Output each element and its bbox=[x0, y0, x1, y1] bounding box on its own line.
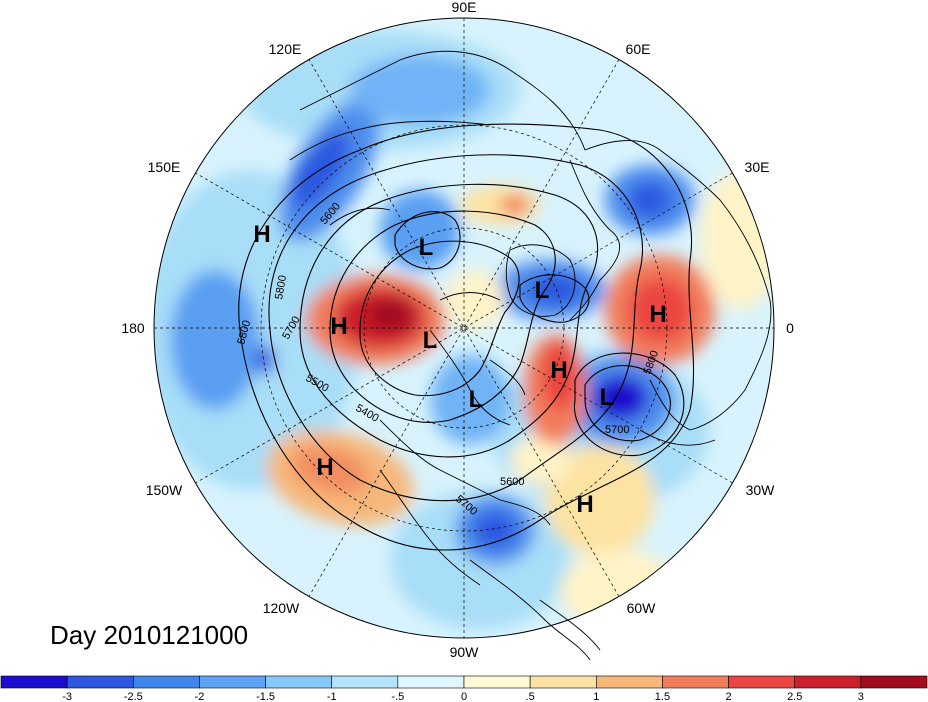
high-pressure-center: H bbox=[550, 357, 567, 384]
colorbar-tick-label: .5 bbox=[526, 691, 535, 702]
colorbar-swatch bbox=[397, 675, 465, 689]
colorbar-swatch bbox=[794, 675, 862, 689]
colorbar-tick-label: 2 bbox=[726, 691, 732, 702]
lon-label-90w: 90W bbox=[450, 644, 480, 660]
lon-label-120e: 120E bbox=[269, 41, 302, 57]
coastlines bbox=[289, 50, 772, 661]
date-label: Day 2010121000 bbox=[50, 620, 249, 650]
low-pressure-center: L bbox=[469, 386, 484, 413]
lon-label-150e: 150E bbox=[148, 159, 181, 175]
lon-label-30w: 30W bbox=[746, 482, 776, 498]
lon-label-30e: 30E bbox=[745, 159, 770, 175]
colorbar-tick-label: 1 bbox=[593, 691, 599, 702]
low-pressure-center: L bbox=[535, 277, 550, 304]
pressure-centers: H L L H L H L H L L H H bbox=[253, 221, 666, 518]
colorbar-tick-label: -.5 bbox=[391, 691, 404, 702]
colorbar-tick-label: -2 bbox=[195, 691, 205, 702]
contour-label: 5700 bbox=[605, 424, 629, 436]
lon-label-60e: 60E bbox=[626, 41, 651, 57]
high-pressure-center: H bbox=[316, 454, 333, 481]
lon-label-60w: 60W bbox=[627, 600, 657, 616]
colorbar-tick-label: -2.5 bbox=[124, 691, 143, 702]
colorbar-swatch bbox=[529, 675, 597, 689]
contour-label: 5800 bbox=[273, 274, 289, 300]
colorbar-tick-label: -1.5 bbox=[256, 691, 275, 702]
low-pressure-center: L bbox=[423, 327, 438, 354]
low-pressure-center: L bbox=[600, 384, 615, 411]
lon-label-150w: 150W bbox=[146, 482, 183, 498]
contour-label: 5600 bbox=[500, 476, 524, 488]
graticule bbox=[154, 18, 774, 638]
colorbar-tick-label: 1.5 bbox=[655, 691, 670, 702]
colorbar-swatch bbox=[860, 675, 928, 689]
high-pressure-center: H bbox=[253, 221, 270, 248]
lon-label-120w: 120W bbox=[263, 600, 300, 616]
high-pressure-center: H bbox=[649, 301, 666, 328]
colorbar-swatch bbox=[463, 675, 531, 689]
high-pressure-center: H bbox=[330, 313, 347, 340]
colorbar-swatch bbox=[199, 675, 266, 689]
colorbar-swatch bbox=[132, 675, 200, 689]
colorbar-tick-label: 3 bbox=[858, 691, 864, 702]
lon-label-90e: 90E bbox=[452, 0, 477, 15]
high-pressure-center: H bbox=[576, 491, 593, 518]
colorbar: -3 -2.5 -2 -1.5 -1 -.5 0 .5 1 1.5 2 2.5 3 bbox=[0, 675, 928, 702]
colorbar-swatch bbox=[265, 675, 333, 689]
colorbar-swatch bbox=[331, 675, 399, 689]
colorbar-tick-label: -3 bbox=[62, 691, 72, 702]
height-contours bbox=[238, 123, 695, 551]
low-pressure-center: L bbox=[419, 234, 434, 261]
colorbar-tick-label: 0 bbox=[461, 691, 467, 702]
lon-label-0: 0 bbox=[786, 320, 794, 336]
longitude-labels: 90E 60E 30E 0 30W 60W 90W 120W 150W 180 … bbox=[121, 0, 794, 660]
colorbar-tick-label: -1 bbox=[327, 691, 337, 702]
colorbar-swatch bbox=[728, 675, 796, 689]
colorbar-swatch bbox=[662, 675, 729, 689]
colorbar-swatch bbox=[66, 675, 134, 689]
colorbar-swatch bbox=[0, 675, 68, 689]
colorbar-tick-label: 2.5 bbox=[787, 691, 802, 702]
lon-label-180: 180 bbox=[121, 320, 145, 336]
colorbar-swatch bbox=[595, 675, 663, 689]
